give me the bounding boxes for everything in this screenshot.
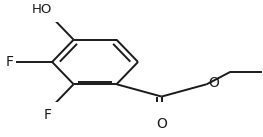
Text: HO: HO (32, 3, 52, 16)
Text: O: O (156, 117, 167, 131)
Text: F: F (6, 55, 14, 69)
Text: F: F (44, 108, 52, 122)
Text: O: O (208, 76, 219, 90)
